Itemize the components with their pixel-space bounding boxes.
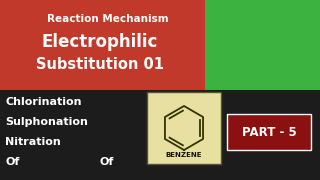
Text: PART - 5: PART - 5 xyxy=(242,125,296,138)
FancyBboxPatch shape xyxy=(205,0,320,90)
Text: Substitution 01: Substitution 01 xyxy=(36,57,164,72)
Text: BENZENE: BENZENE xyxy=(166,152,202,158)
FancyBboxPatch shape xyxy=(147,92,221,164)
Text: Of: Of xyxy=(100,157,114,167)
Text: Of: Of xyxy=(5,157,20,167)
FancyBboxPatch shape xyxy=(0,0,320,90)
Text: Chlorination: Chlorination xyxy=(5,97,82,107)
FancyBboxPatch shape xyxy=(227,114,311,150)
Text: Reaction Mechanism: Reaction Mechanism xyxy=(47,14,169,24)
Text: Sulphonation: Sulphonation xyxy=(5,117,88,127)
Text: Electrophilic: Electrophilic xyxy=(42,33,158,51)
FancyBboxPatch shape xyxy=(0,90,320,180)
Text: Nitration: Nitration xyxy=(5,137,61,147)
